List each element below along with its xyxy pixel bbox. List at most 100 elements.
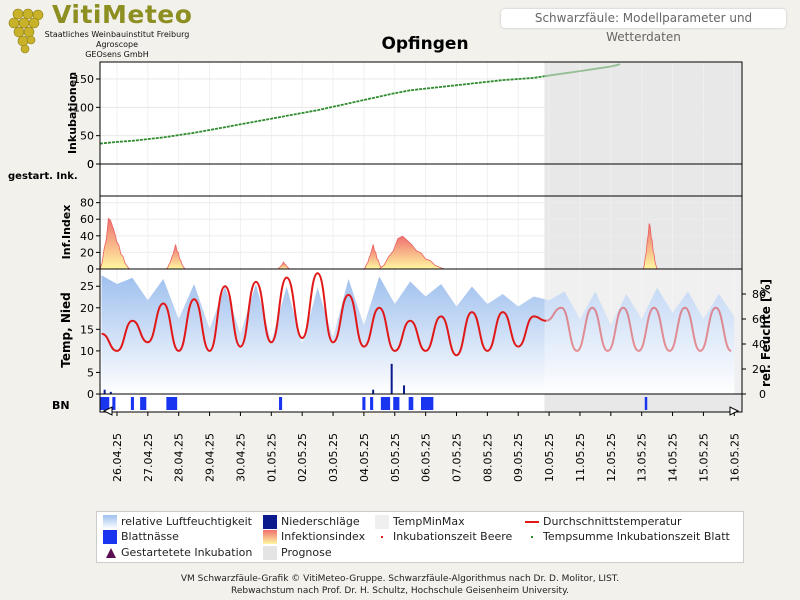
inkubation-tick-label: 50	[80, 130, 94, 143]
inkubation-tick-label: 100	[73, 101, 94, 114]
x-tick-label: 11.05.25	[574, 433, 587, 482]
x-tick-label: 14.05.25	[667, 433, 680, 482]
niederschlag-bar	[390, 363, 393, 394]
footer-line-1: VM Schwarzfäule-Grafik © VitiMeteo-Grupp…	[180, 574, 620, 584]
temp-tick-label: 0	[87, 388, 94, 401]
infektion-peak	[642, 223, 658, 270]
blattnaesse-bar	[380, 397, 391, 410]
legend-label: Prognose	[281, 546, 332, 559]
blattnaesse-bar	[408, 397, 414, 410]
brand-line-agroscope: Agroscope	[95, 40, 139, 49]
blattnaesse-legend-icon	[103, 530, 117, 544]
footer: VM Schwarzfäule-Grafik © VitiMeteo-Grupp…	[0, 573, 800, 597]
x-tick-label: 09.05.25	[512, 433, 525, 482]
blattnaesse-bar	[112, 397, 116, 410]
legend-label: Inkubationszeit Beere	[393, 530, 513, 543]
feuchte-ylabel: rel. Feuchte [%]	[759, 279, 773, 387]
brand-logo: VitiMeteo Staatliches Weinbauinstitut Fr…	[6, 0, 196, 59]
blattnaesse-bar	[393, 397, 400, 410]
blattnaesse-bar	[644, 397, 648, 410]
x-tick-label: 08.05.25	[481, 433, 494, 482]
niederschlag-legend-icon	[263, 515, 277, 529]
temp-tick-label: 15	[80, 323, 94, 336]
x-tick-label: 07.05.25	[450, 433, 463, 482]
infektion-peak	[165, 244, 186, 270]
temp-line	[101, 272, 547, 357]
legend-label: Tempsumme Inkubationszeit Blatt	[543, 530, 730, 543]
infektion-peak	[99, 217, 131, 270]
inkubation-line	[99, 75, 545, 145]
inkubation-tick-label: 150	[73, 73, 94, 86]
feuchte-tick-label: 80	[752, 288, 766, 301]
x-tick-label: 01.05.25	[265, 433, 278, 482]
feuchte-legend-icon	[103, 515, 117, 529]
feuchte-tick-label: 20	[752, 363, 766, 376]
blattnaesse-label: BN	[52, 399, 70, 412]
gestartete-tick-label: 0	[87, 158, 94, 171]
x-tick-label: 02.05.25	[296, 433, 309, 482]
temp-ylabel: Temp, Nied	[59, 292, 73, 367]
brand-line-institute: Staatliches Weinbauinstitut Freiburg	[44, 30, 190, 39]
feuchte-prognose-veil	[544, 269, 742, 394]
inkubation-ylabel: Inkubationen	[66, 72, 79, 154]
temp-legend-icon	[525, 521, 539, 523]
x-tick-label: 26.04.25	[111, 433, 124, 482]
feuchte-tick-label: 40	[752, 338, 766, 351]
infektion-peak	[277, 261, 292, 270]
dot-red-legend-icon	[381, 536, 383, 538]
temp-tick-label: 10	[80, 345, 94, 358]
blattnaesse-bar	[370, 397, 374, 410]
x-tick-label: 29.04.25	[204, 433, 217, 482]
gestartete-ylabel: gestart. Ink.	[8, 171, 78, 182]
brand-line-geosens: GEOsens GmbH	[85, 50, 149, 59]
panel-border-blattnaesse	[99, 393, 743, 413]
footer-line-2: Rebwachstum nach Prof. Dr. H. Schultz, H…	[231, 586, 569, 596]
x-tick-label: 15.05.25	[697, 433, 710, 482]
x-tick-label: 06.05.25	[420, 433, 433, 482]
x-tick-label: 30.04.25	[234, 433, 247, 482]
inkubation-prognose-line	[544, 63, 621, 78]
feuchte-tick-label: 0	[759, 388, 766, 401]
x-tick-label: 10.05.25	[543, 433, 556, 482]
scroll-left-icon[interactable]	[102, 406, 113, 416]
x-tick-label: 28.04.25	[173, 433, 186, 482]
inkubation-tick-label: 0	[87, 158, 94, 171]
legend-label: Blattnässe	[121, 530, 179, 543]
brand-title: VitiMeteo	[52, 0, 193, 29]
temp-tick-label: 20	[80, 302, 94, 315]
legend-label: relative Luftfeuchtigkeit	[121, 515, 252, 528]
infektion-tick-label: 80	[80, 197, 94, 210]
x-tick-label: 13.05.25	[636, 433, 649, 482]
infektion-tick-label: 20	[80, 246, 94, 259]
legend-label: Gestartetete Inkubation	[121, 546, 253, 559]
legend-label: Niederschläge	[281, 515, 360, 528]
grape-logo-icon	[8, 8, 44, 54]
blattnaesse-bar	[279, 397, 283, 410]
infektion-tick-label: 60	[80, 213, 94, 226]
x-tick-label: 12.05.25	[605, 433, 618, 482]
infektion-tick-label: 40	[80, 230, 94, 243]
niederschlag-bar	[372, 389, 375, 394]
blattnaesse-bar	[100, 397, 110, 410]
legend-label: TempMinMax	[393, 515, 465, 528]
header-subtitle: Schwarzfäule: Modellparameter und Wetter…	[501, 9, 786, 44]
x-tick-label: 04.05.25	[358, 433, 371, 482]
feuchte-tick-label: 60	[752, 313, 766, 326]
x-tick-label: 03.05.25	[327, 433, 340, 482]
temp-prognose-line	[545, 306, 732, 352]
niederschlag-bar	[109, 391, 112, 394]
blattnaesse-bar	[421, 397, 434, 410]
blattnaesse-bar	[362, 397, 366, 410]
legend: relative Luftfeuchtigkeit Niederschläge Te…	[96, 511, 744, 563]
blattnaesse-bar	[130, 397, 134, 410]
dot-green-legend-icon	[531, 536, 533, 538]
triangle-legend-icon	[106, 548, 116, 558]
infektion-legend-icon	[263, 530, 277, 544]
infektion-tick-label: 0	[87, 263, 94, 276]
infektion-peak	[362, 244, 384, 270]
niederschlag-bar	[403, 385, 406, 394]
niederschlag-bar	[103, 389, 106, 394]
chart-title: Opfingen	[381, 34, 469, 54]
temp-tick-label: 25	[80, 280, 94, 293]
